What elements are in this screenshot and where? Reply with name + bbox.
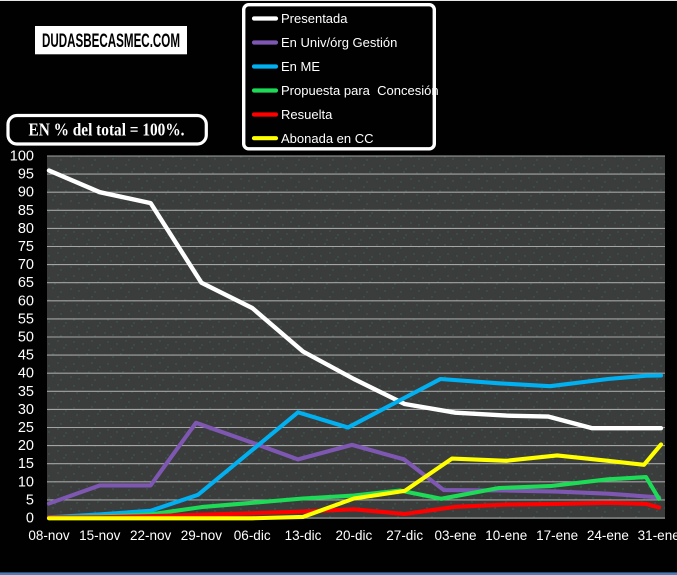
svg-text:25: 25: [18, 420, 34, 436]
svg-text:100: 100: [10, 149, 34, 165]
svg-text:30: 30: [18, 402, 34, 418]
svg-text:06-dic: 06-dic: [234, 528, 271, 543]
svg-text:31-ene: 31-ene: [638, 528, 677, 543]
svg-text:08-nov: 08-nov: [28, 528, 70, 543]
svg-text:75: 75: [18, 239, 34, 255]
svg-text:55: 55: [18, 311, 34, 327]
svg-text:15: 15: [18, 456, 34, 472]
svg-text:Resuelta: Resuelta: [281, 107, 333, 122]
svg-text:10-ene: 10-ene: [485, 528, 527, 543]
svg-text:29-nov: 29-nov: [181, 528, 223, 543]
svg-text:En Univ/órg Gestión: En Univ/órg Gestión: [281, 35, 397, 50]
svg-text:20: 20: [18, 438, 34, 454]
svg-text:27-dic: 27-dic: [386, 528, 423, 543]
svg-text:En ME: En ME: [281, 59, 320, 74]
svg-text:70: 70: [18, 257, 34, 273]
svg-text:24-ene: 24-ene: [587, 528, 629, 543]
svg-text:Propuesta para Concesión: Propuesta para Concesión: [281, 83, 439, 98]
svg-text:60: 60: [18, 293, 34, 309]
svg-text:13-dic: 13-dic: [285, 528, 322, 543]
svg-text:40: 40: [18, 366, 34, 382]
svg-text:5: 5: [26, 492, 34, 508]
svg-text:90: 90: [18, 185, 34, 201]
svg-text:Presentada: Presentada: [281, 11, 348, 26]
svg-text:35: 35: [18, 384, 34, 400]
svg-text:DUDASBECASMEC.COM: DUDASBECASMEC.COM: [42, 31, 180, 52]
svg-text:0: 0: [26, 511, 34, 527]
svg-text:Abonada en CC: Abonada en CC: [281, 131, 374, 146]
svg-text:EN % del total = 100%.: EN % del total = 100%.: [29, 119, 185, 139]
svg-text:03-ene: 03-ene: [434, 528, 476, 543]
svg-text:22-nov: 22-nov: [130, 528, 172, 543]
svg-text:65: 65: [18, 275, 34, 291]
svg-text:80: 80: [18, 221, 34, 237]
svg-text:85: 85: [18, 203, 34, 219]
svg-text:95: 95: [18, 167, 34, 183]
svg-text:15-nov: 15-nov: [79, 528, 121, 543]
svg-text:45: 45: [18, 348, 34, 364]
svg-text:10: 10: [18, 474, 34, 490]
svg-text:50: 50: [18, 330, 34, 346]
svg-text:20-dic: 20-dic: [336, 528, 373, 543]
svg-text:17-ene: 17-ene: [536, 528, 578, 543]
